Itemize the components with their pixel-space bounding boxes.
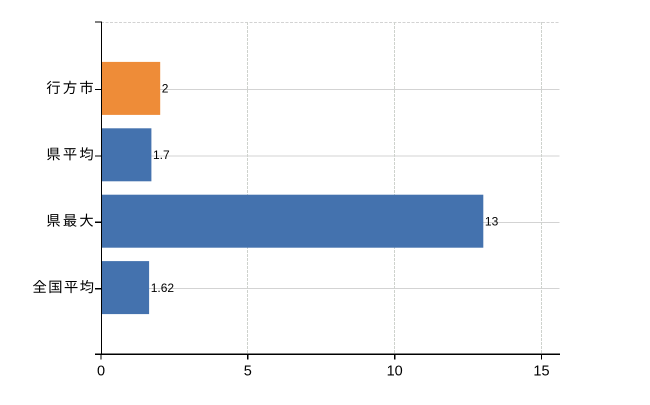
- svg-text:5: 5: [244, 363, 252, 379]
- svg-text:2: 2: [162, 82, 169, 96]
- svg-text:1.7: 1.7: [153, 148, 170, 162]
- svg-text:0: 0: [97, 363, 105, 379]
- svg-text:13: 13: [485, 215, 499, 229]
- svg-text:15: 15: [533, 363, 549, 379]
- svg-text:1.62: 1.62: [151, 281, 175, 295]
- svg-text:10: 10: [387, 363, 403, 379]
